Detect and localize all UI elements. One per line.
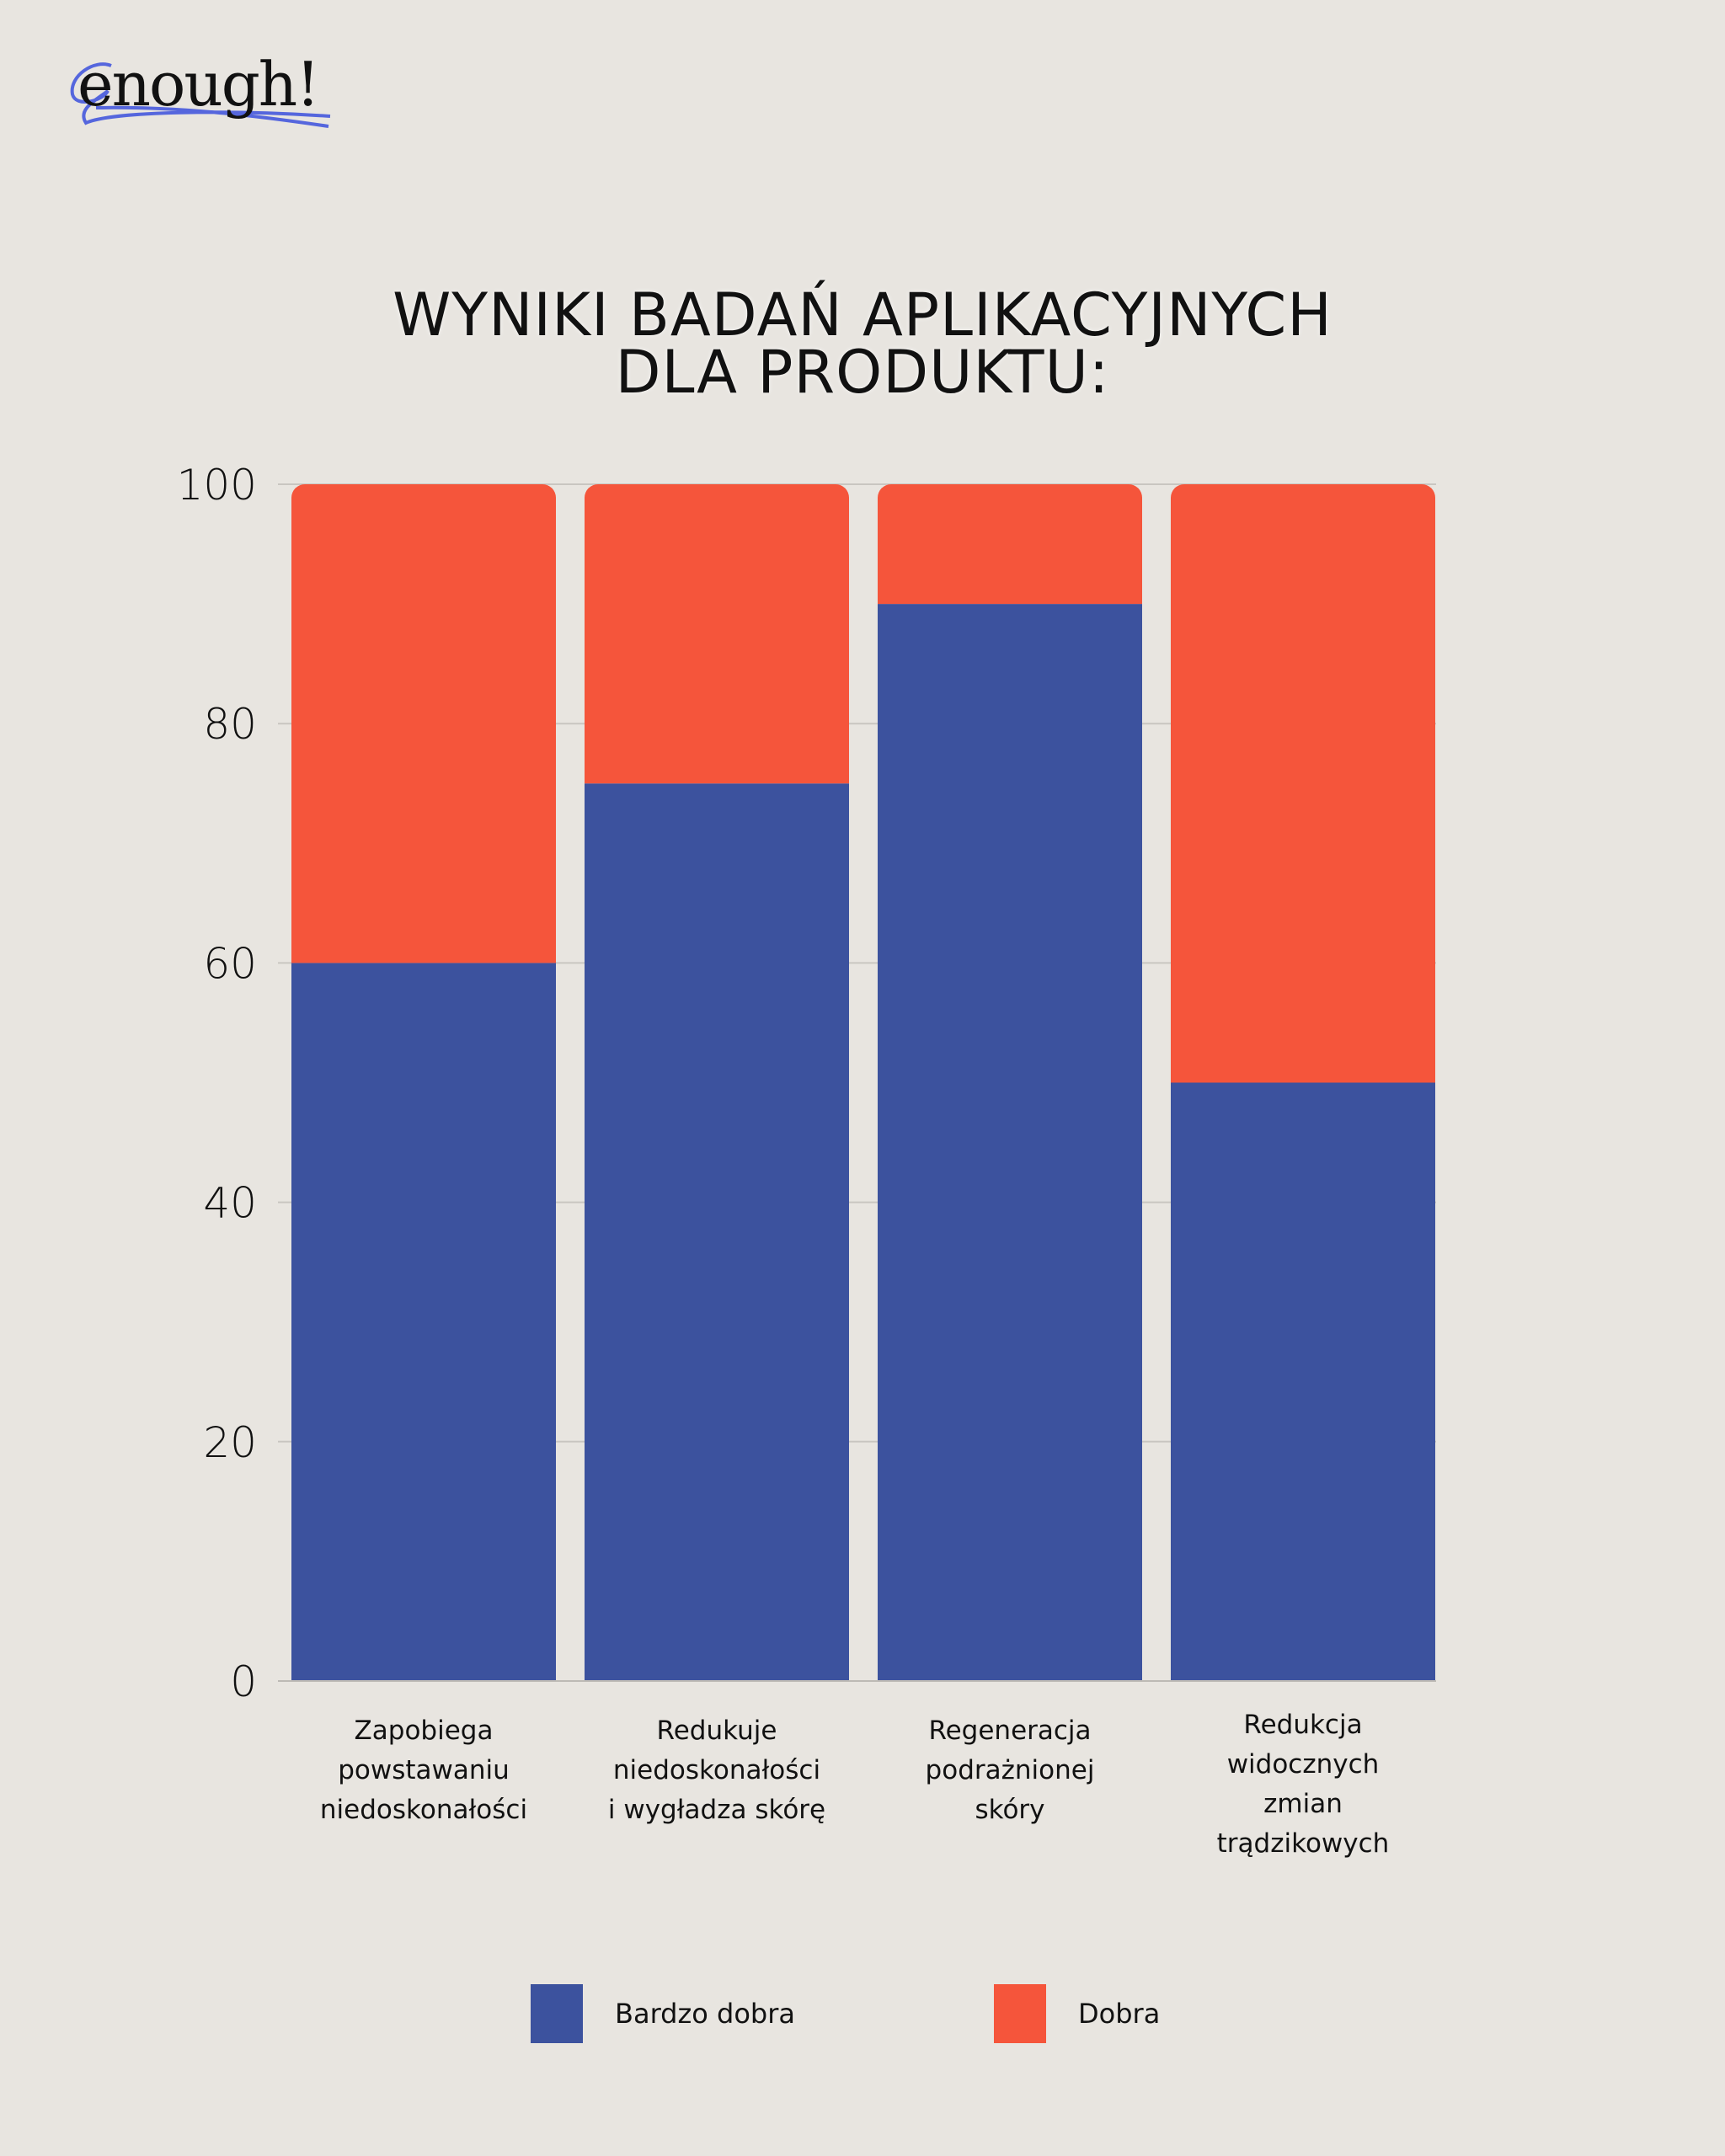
y-tick-label: 0 bbox=[230, 1657, 257, 1706]
brand-logo: enough! bbox=[61, 42, 347, 143]
legend-label: Dobra bbox=[1078, 1998, 1161, 2030]
page-title: WYNIKI BADAŃ APLIKACYJNYCH DLA PRODUKTU: bbox=[0, 280, 1725, 407]
y-tick-label: 20 bbox=[203, 1418, 257, 1467]
bar-segment-dobra bbox=[585, 484, 849, 784]
logo-scribble-icon bbox=[70, 62, 331, 128]
x-category-label: Redukcja widocznych zmian trądzikowych bbox=[1217, 1710, 1390, 1859]
bar-segment-bardzo-dobra bbox=[585, 783, 849, 1681]
x-category-label: Regeneracja podrażnionej skóry bbox=[926, 1716, 1095, 1825]
legend-label: Bardzo dobra bbox=[615, 1998, 795, 2030]
x-category-label: Zapobiega powstawaniu niedoskonałości bbox=[320, 1716, 527, 1825]
y-tick-label: 80 bbox=[203, 700, 257, 749]
bar-segment-bardzo-dobra bbox=[291, 963, 556, 1681]
title-line-1: WYNIKI BADAŃ APLIKACYJNYCH bbox=[393, 280, 1332, 350]
bar-segment-dobra bbox=[1171, 484, 1435, 1083]
y-tick-label: 60 bbox=[203, 939, 257, 988]
y-tick-label: 100 bbox=[177, 461, 257, 510]
logo-text: enough! bbox=[77, 49, 320, 120]
legend-item-bardzo-dobra: Bardzo dobra bbox=[531, 1984, 795, 2043]
bar-segment-dobra bbox=[878, 484, 1142, 605]
bar-segment-dobra bbox=[291, 484, 556, 963]
legend-item-dobra: Dobra bbox=[994, 1984, 1160, 2043]
legend-swatch-bardzo-dobra bbox=[531, 1984, 583, 2043]
y-tick-label: 40 bbox=[203, 1179, 257, 1228]
x-category-label: Redukuje niedoskonałości i wygładza skórę bbox=[608, 1716, 825, 1825]
title-line-2: DLA PRODUKTU: bbox=[615, 338, 1110, 407]
bar-segment-bardzo-dobra bbox=[1171, 1082, 1435, 1681]
legend-swatch-dobra bbox=[994, 1984, 1046, 2043]
bar-segment-bardzo-dobra bbox=[878, 604, 1142, 1681]
